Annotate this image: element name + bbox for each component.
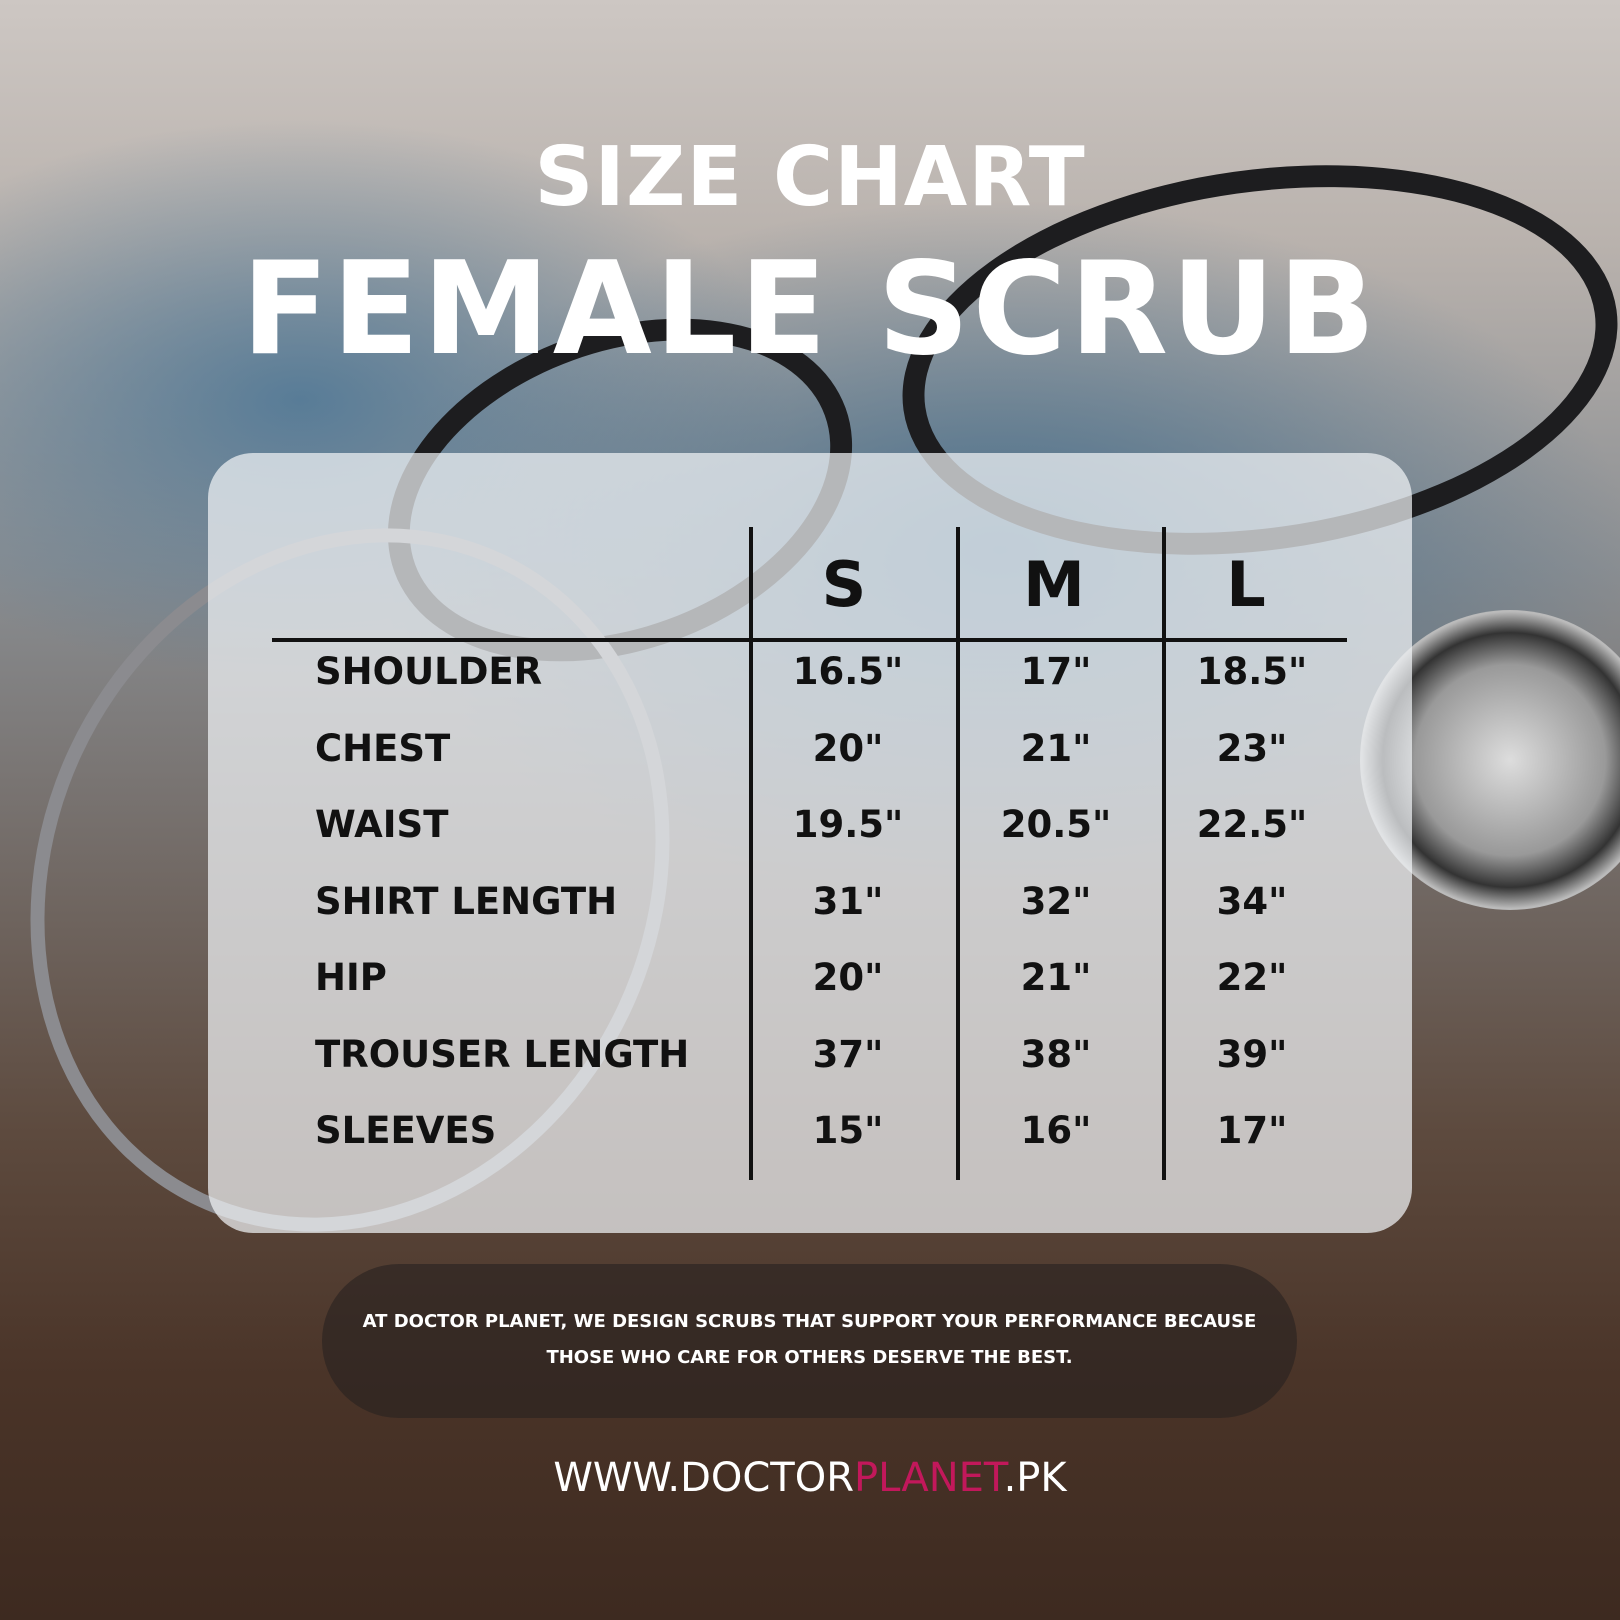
- table-cell: 20.5": [1000, 803, 1112, 846]
- table-cell: 17": [1020, 650, 1092, 693]
- table-cell: 34": [1216, 880, 1288, 923]
- page-subtitle: FEMALE SCRUB: [241, 235, 1379, 384]
- size-table-panel: [208, 453, 1412, 1233]
- url-brand: PLANET: [854, 1455, 1004, 1501]
- column-divider: [1162, 527, 1166, 1180]
- table-cell: 17": [1216, 1109, 1288, 1152]
- row-label: CHEST: [315, 727, 451, 770]
- tagline-line-1: AT DOCTOR PLANET, WE DESIGN SCRUBS THAT …: [362, 1311, 1257, 1332]
- row-label: SHIRT LENGTH: [315, 880, 618, 923]
- table-cell: 37": [812, 1033, 884, 1076]
- table-cell: 21": [1020, 727, 1092, 770]
- row-label: WAIST: [315, 803, 449, 846]
- table-cell: 23": [1216, 727, 1288, 770]
- table-cell: 20": [812, 956, 884, 999]
- table-cell: 16": [1020, 1109, 1092, 1152]
- page-title: SIZE CHART: [534, 130, 1086, 225]
- table-cell: 21": [1020, 956, 1092, 999]
- column-header-s: S: [821, 548, 867, 621]
- column-divider: [956, 527, 960, 1180]
- tagline-box: [322, 1264, 1297, 1418]
- row-label: SHOULDER: [315, 650, 543, 693]
- table-cell: 22.5": [1196, 803, 1308, 846]
- row-label: SLEEVES: [315, 1109, 497, 1152]
- table-cell: 38": [1020, 1033, 1092, 1076]
- column-header-l: L: [1226, 548, 1266, 621]
- tagline-line-2: THOSE WHO CARE FOR OTHERS DESERVE THE BE…: [546, 1347, 1073, 1368]
- table-cell: 39": [1216, 1033, 1288, 1076]
- row-label: TROUSER LENGTH: [315, 1033, 690, 1076]
- table-cell: 32": [1020, 880, 1092, 923]
- table-cell: 16.5": [792, 650, 904, 693]
- column-header-m: M: [1023, 548, 1085, 621]
- table-cell: 22": [1216, 956, 1288, 999]
- table-cell: 15": [812, 1109, 884, 1152]
- table-cell: 18.5": [1196, 650, 1308, 693]
- table-cell: 31": [812, 880, 884, 923]
- table-cell: 20": [812, 727, 884, 770]
- url-prefix: WWW.DOCTOR: [553, 1455, 855, 1501]
- column-divider: [749, 527, 753, 1180]
- website-url[interactable]: WWW.DOCTORPLANET.PK: [0, 1455, 1620, 1501]
- url-suffix: .PK: [1003, 1455, 1067, 1501]
- row-label: HIP: [315, 956, 387, 999]
- table-cell: 19.5": [792, 803, 904, 846]
- header-divider: [272, 638, 1347, 642]
